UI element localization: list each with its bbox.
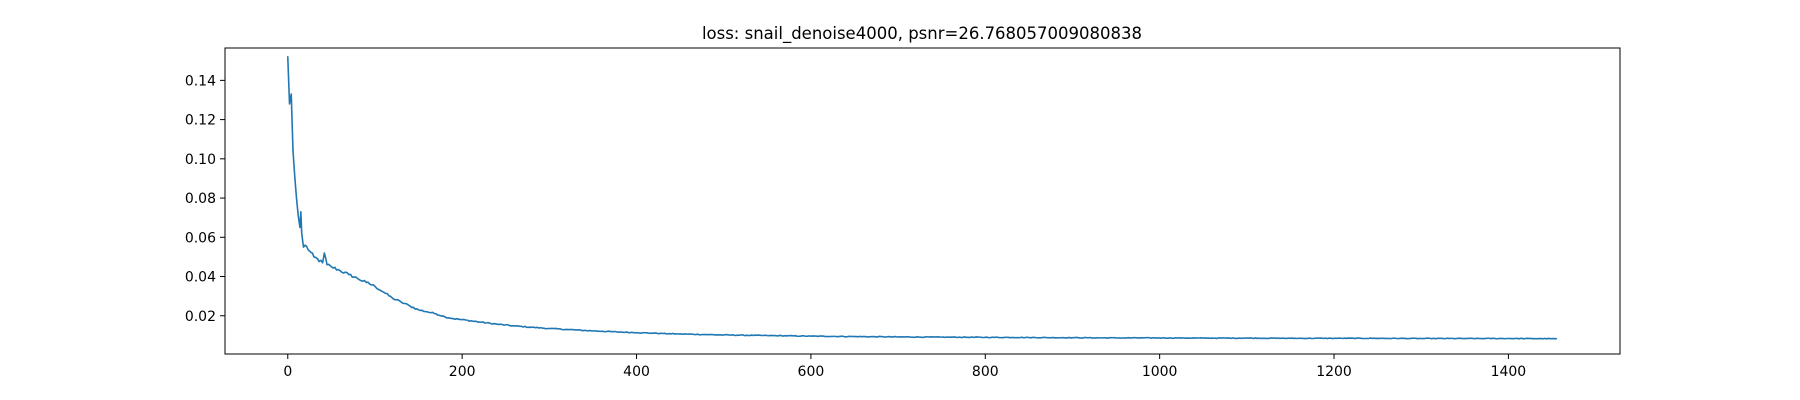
y-tick-label: 0.06 bbox=[185, 230, 216, 246]
y-tick-label: 0.02 bbox=[185, 309, 216, 325]
ticks-layer: 0 200 400 600 800 1000 1200 1400 0.02 0.04 0.06 0.0… bbox=[185, 73, 1526, 380]
y-tick-label: 0.10 bbox=[185, 152, 216, 168]
y-tick-label: 0.08 bbox=[185, 191, 216, 207]
x-tick-label: 200 bbox=[449, 364, 476, 380]
y-tick-label: 0.14 bbox=[185, 73, 216, 89]
y-tick-label: 0.12 bbox=[185, 113, 216, 129]
y-tick-label: 0.04 bbox=[185, 270, 216, 286]
x-tick-label: 1400 bbox=[1491, 364, 1527, 380]
plot-area bbox=[286, 56, 1558, 340]
x-tick-label: 800 bbox=[972, 364, 999, 380]
x-tick-label: 600 bbox=[798, 364, 825, 380]
x-tick-label: 1000 bbox=[1142, 364, 1178, 380]
x-tick-label: 400 bbox=[623, 364, 650, 380]
x-tick-label: 1200 bbox=[1316, 364, 1352, 380]
x-tick-label: 0 bbox=[283, 364, 292, 380]
series-line-loss bbox=[286, 56, 1558, 340]
axes-frame bbox=[224, 47, 1621, 355]
chart-title: loss: snail_denoise4000, psnr=26.7680570… bbox=[702, 24, 1142, 44]
